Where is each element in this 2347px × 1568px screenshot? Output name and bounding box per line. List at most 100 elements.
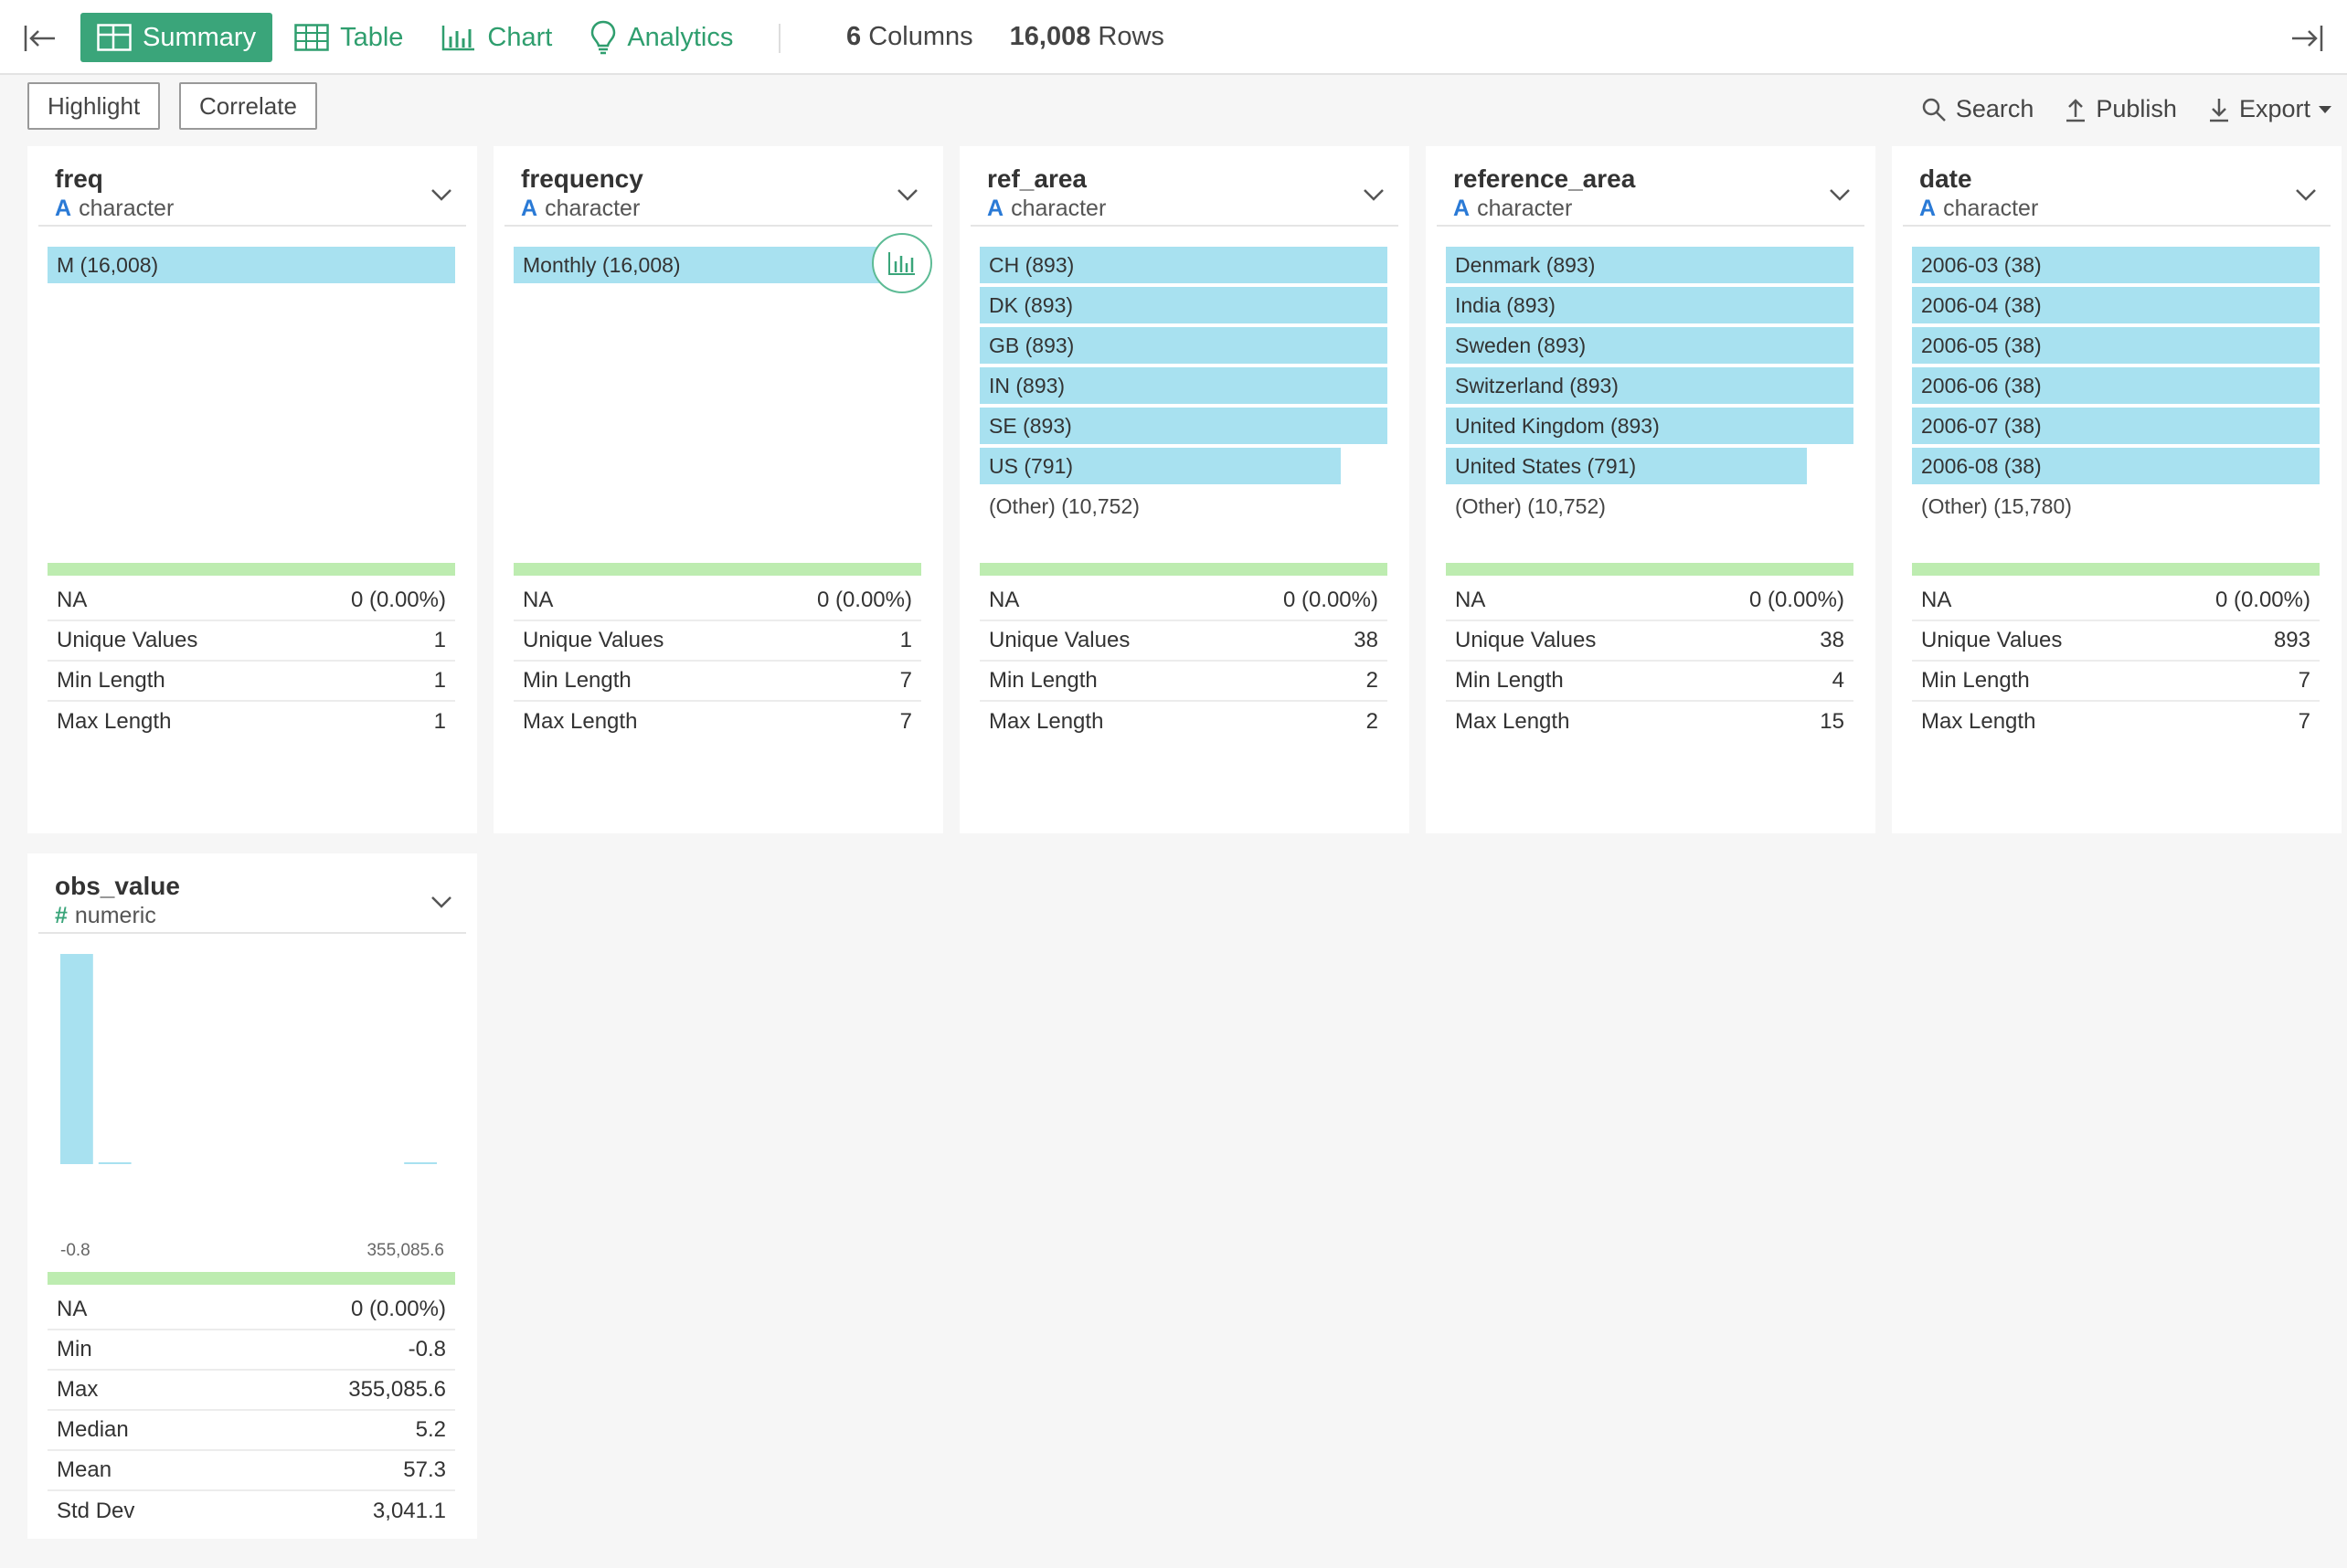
stat-row: Max Length 15 — [1446, 702, 1853, 742]
stat-label: NA — [1455, 588, 1486, 612]
chevron-down-icon[interactable] — [1826, 181, 1853, 208]
download-icon — [2209, 98, 2228, 122]
frequency-bar-label: Switzerland (893) — [1455, 374, 1619, 397]
publish-button[interactable]: Publish — [2065, 95, 2177, 123]
stat-label: Max Length — [1921, 709, 2036, 734]
collapse-right-icon[interactable] — [2289, 20, 2325, 57]
frequency-bar-fill — [980, 287, 1387, 323]
toolbar-divider — [779, 24, 781, 53]
stat-value: 7 — [2298, 709, 2310, 734]
histogram-bar[interactable] — [404, 1162, 437, 1164]
frequency-bar[interactable]: 2006-07 (38) — [1912, 408, 2320, 444]
stat-value: 4 — [1832, 668, 1844, 693]
stat-value: 0 (0.00%) — [2214, 588, 2310, 612]
stat-label: NA — [989, 588, 1020, 612]
frequency-bar-label: Monthly (16,008) — [523, 253, 681, 277]
frequency-bar[interactable]: India (893) — [1446, 287, 1853, 323]
stat-value: 3,041.1 — [372, 1499, 446, 1523]
chevron-down-icon[interactable] — [428, 888, 455, 916]
frequency-bar[interactable]: DK (893) — [980, 287, 1387, 323]
value-frequency-bars: Monthly (16,008) — [514, 247, 921, 287]
chevron-down-icon[interactable] — [2292, 181, 2320, 208]
frequency-bar[interactable]: Denmark (893) — [1446, 247, 1853, 283]
frequency-bar[interactable]: 2006-06 (38) — [1912, 367, 2320, 404]
chevron-down-icon[interactable] — [428, 181, 455, 208]
stat-row: Unique Values 38 — [1446, 621, 1853, 662]
frequency-bar-label: Denmark (893) — [1455, 253, 1596, 277]
frequency-bar-label: United Kingdom (893) — [1455, 414, 1660, 438]
frequency-bar-fill — [980, 408, 1387, 444]
value-frequency-bars: CH (893) DK (893) GB (893) IN (893) SE (893)… — [980, 247, 1387, 528]
stat-row: Std Dev 3,041.1 — [48, 1491, 455, 1531]
search-button[interactable]: Search — [1921, 95, 2034, 123]
stat-row: Min -0.8 — [48, 1330, 455, 1371]
frequency-bar[interactable]: 2006-05 (38) — [1912, 327, 2320, 364]
stat-value: 0 (0.00%) — [350, 588, 446, 612]
stat-label: NA — [57, 588, 88, 612]
stat-label: NA — [523, 588, 554, 612]
frequency-bar-fill — [514, 247, 921, 283]
column-stats: NA 0 (0.00%) Unique Values 893 Min Length 7 Ma… — [1912, 581, 2320, 742]
stat-row: Min Length 2 — [980, 662, 1387, 702]
chevron-down-icon[interactable] — [1360, 181, 1387, 208]
highlight-button[interactable]: Highlight — [27, 82, 161, 130]
histogram-bar[interactable] — [98, 1162, 132, 1164]
frequency-bar[interactable]: Monthly (16,008) — [514, 247, 921, 283]
chart-button[interactable] — [872, 233, 932, 293]
collapse-left-icon[interactable] — [22, 20, 58, 57]
frequency-bar[interactable]: SE (893) — [980, 408, 1387, 444]
frequency-bar-fill — [1912, 367, 2320, 404]
character-type-icon: A — [1919, 196, 1937, 221]
search-icon — [1922, 98, 1946, 122]
export-button[interactable]: Export — [2208, 95, 2332, 123]
frequency-bar[interactable]: United Kingdom (893) — [1446, 408, 1853, 444]
other-values-row: (Other) (10,752) — [980, 488, 1387, 524]
frequency-bar[interactable]: CH (893) — [980, 247, 1387, 283]
stat-label: Unique Values — [523, 628, 664, 652]
frequency-bar[interactable]: IN (893) — [980, 367, 1387, 404]
frequency-bar[interactable]: M (16,008) — [48, 247, 455, 283]
correlate-button[interactable]: Correlate — [179, 82, 317, 130]
other-values-label: (Other) (10,752) — [989, 494, 1140, 518]
frequency-bar[interactable]: 2006-04 (38) — [1912, 287, 2320, 323]
frequency-bar[interactable]: GB (893) — [980, 327, 1387, 364]
stat-value: 7 — [899, 709, 912, 734]
other-values-row: (Other) (15,780) — [1912, 488, 2320, 524]
export-label: Export — [2238, 95, 2310, 122]
frequency-bar[interactable]: Switzerland (893) — [1446, 367, 1853, 404]
frequency-bar-fill — [1446, 327, 1853, 364]
frequency-bar-fill — [980, 367, 1387, 404]
column-name: obs_value — [55, 872, 180, 900]
frequency-bar[interactable]: 2006-03 (38) — [1912, 247, 2320, 283]
tab-summary[interactable]: Summary — [80, 13, 273, 62]
stat-label: Unique Values — [989, 628, 1131, 652]
stat-label: Min Length — [1921, 668, 2030, 693]
frequency-bar[interactable]: 2006-08 (38) — [1912, 448, 2320, 484]
histogram-bar[interactable] — [60, 954, 93, 1164]
rows-count: 16,008 — [1009, 22, 1091, 51]
tab-table-label: Table — [340, 22, 404, 52]
column-type-label: character — [1011, 196, 1107, 221]
tab-table[interactable]: Table — [278, 13, 419, 62]
chevron-down-icon[interactable] — [894, 181, 921, 208]
frequency-bar-label: 2006-06 (38) — [1921, 374, 2042, 397]
stat-value: 893 — [2273, 628, 2310, 652]
frequency-bar[interactable]: Sweden (893) — [1446, 327, 1853, 364]
tab-chart[interactable]: Chart — [425, 13, 568, 62]
tab-analytics[interactable]: Analytics — [574, 13, 749, 62]
stat-value: 1 — [433, 709, 446, 734]
column-name: ref_area — [987, 164, 1087, 193]
bar-chart-icon — [442, 26, 475, 51]
frequency-bar[interactable]: United States (791) — [1446, 448, 1853, 484]
frequency-bar-label: India (893) — [1455, 293, 1556, 317]
frequency-bar[interactable]: US (791) — [980, 448, 1387, 484]
stat-value: 2 — [1365, 709, 1378, 734]
